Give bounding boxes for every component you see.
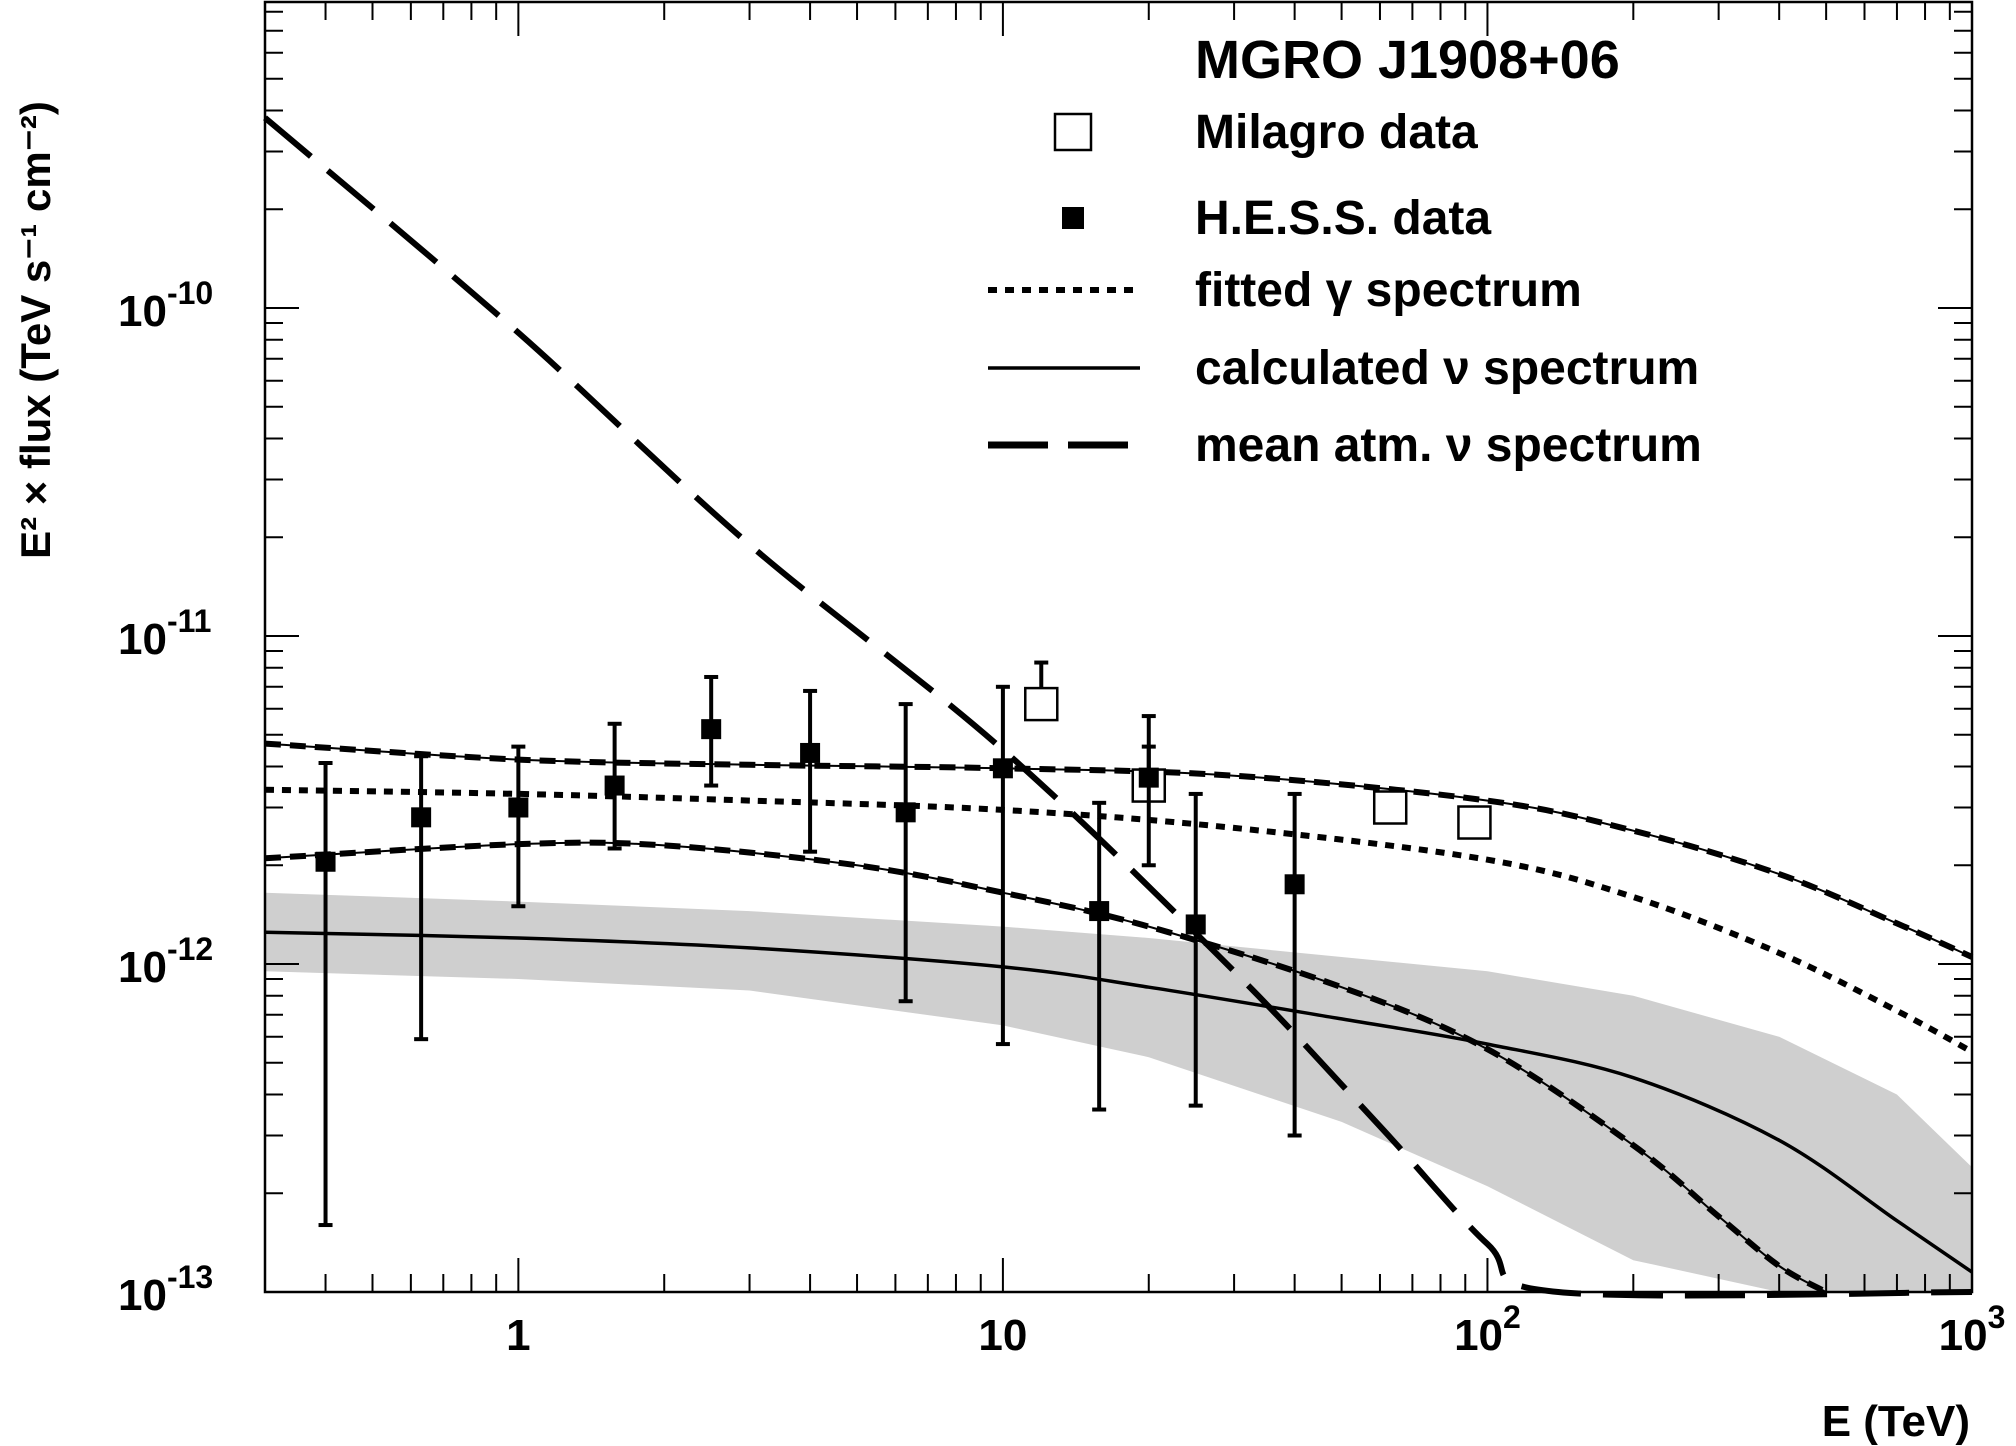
curve-layer	[263, 115, 1974, 1299]
hess-point-8	[1089, 800, 1110, 1112]
legend-entry-4: mean atm. ν spectrum	[988, 419, 1702, 472]
hess-point-5	[800, 688, 821, 854]
y-tick-label-0: 10-10	[118, 275, 213, 336]
x-tick-label-2: 102	[1454, 1299, 1521, 1360]
legend-label-1: H.E.S.S. data	[1195, 192, 1491, 245]
legend-entry-3: calculated ν spectrum	[988, 342, 1699, 395]
hess-point-2	[508, 744, 529, 909]
hess-marker	[315, 851, 336, 872]
milagro-marker	[1024, 686, 1059, 722]
hess-point-1	[411, 754, 432, 1042]
hess-point-4	[701, 674, 722, 788]
tick-layer	[264, 2, 1972, 1293]
legend-label-3: calculated ν spectrum	[1195, 342, 1699, 395]
legend-symbol-hess	[1062, 207, 1084, 229]
hess-marker	[895, 802, 916, 823]
legend-label-2: fitted γ spectrum	[1195, 264, 1582, 317]
x-tick-label-3: 103	[1939, 1299, 2006, 1360]
nu-uncertainty-band	[265, 892, 1972, 1292]
milagro-point-0	[1024, 660, 1059, 722]
hess-marker	[992, 758, 1013, 779]
milagro-point-2	[1372, 790, 1408, 825]
hess-marker	[411, 807, 432, 828]
legend-entry-0: Milagro data	[1053, 106, 1478, 159]
legend-label-0: Milagro data	[1195, 106, 1478, 159]
hess-marker	[1138, 767, 1159, 788]
legend: MGRO J1908+06 Milagro data H.E.S.S. data f…	[988, 30, 1702, 472]
marker-layer	[315, 660, 1492, 1228]
gamma-band-edge-line	[264, 742, 1973, 958]
legend-title: MGRO J1908+06	[1195, 30, 1620, 90]
band-layer	[265, 892, 1972, 1292]
hess-point-11	[1284, 791, 1305, 1138]
hess-point-3	[604, 721, 625, 851]
milagro-marker	[1372, 790, 1408, 825]
hess-point-10	[1185, 791, 1206, 1108]
x-tick-label-0: 1	[506, 1311, 530, 1360]
hess-point-0	[315, 761, 336, 1228]
fitted-gamma-spectrum-line	[264, 786, 1974, 1055]
hess-point-7	[992, 684, 1013, 1047]
hess-marker	[1284, 874, 1305, 895]
hess-marker	[604, 775, 625, 796]
x-tick-label-1: 10	[978, 1311, 1027, 1360]
legend-label-4: mean atm. ν spectrum	[1195, 419, 1702, 472]
y-tick-label-3: 10-13	[118, 1259, 213, 1320]
x-axis-label: E (TeV)	[1822, 1397, 1970, 1446]
milagro-marker	[1457, 805, 1492, 840]
hess-marker	[508, 797, 529, 818]
hess-point-9	[1138, 744, 1159, 868]
hess-marker	[1089, 901, 1110, 922]
tick-label-layer: 1 10 102 103 10-10 10-11 10-12 10-13	[118, 275, 2005, 1360]
atm-nu-spectrum-line	[263, 115, 1973, 1299]
gamma-band-edge-line	[264, 841, 1827, 1293]
y-tick-label-1: 10-11	[118, 603, 211, 664]
hess-point-6	[895, 702, 916, 1004]
hess-marker	[800, 742, 821, 763]
plot-frame	[263, 0, 1974, 1294]
hess-marker	[701, 719, 722, 740]
legend-entry-2: fitted γ spectrum	[988, 264, 1582, 317]
calculated-nu-spectrum-line	[264, 930, 1973, 1274]
y-tick-label-2: 10-12	[118, 931, 213, 992]
legend-symbol-milagro	[1053, 112, 1093, 152]
y-axis-label: E² × flux (TeV s⁻¹ cm⁻²)	[12, 101, 59, 559]
milagro-point-3	[1457, 805, 1492, 840]
hess-marker	[1185, 914, 1206, 935]
legend-entry-1: H.E.S.S. data	[1062, 192, 1491, 245]
